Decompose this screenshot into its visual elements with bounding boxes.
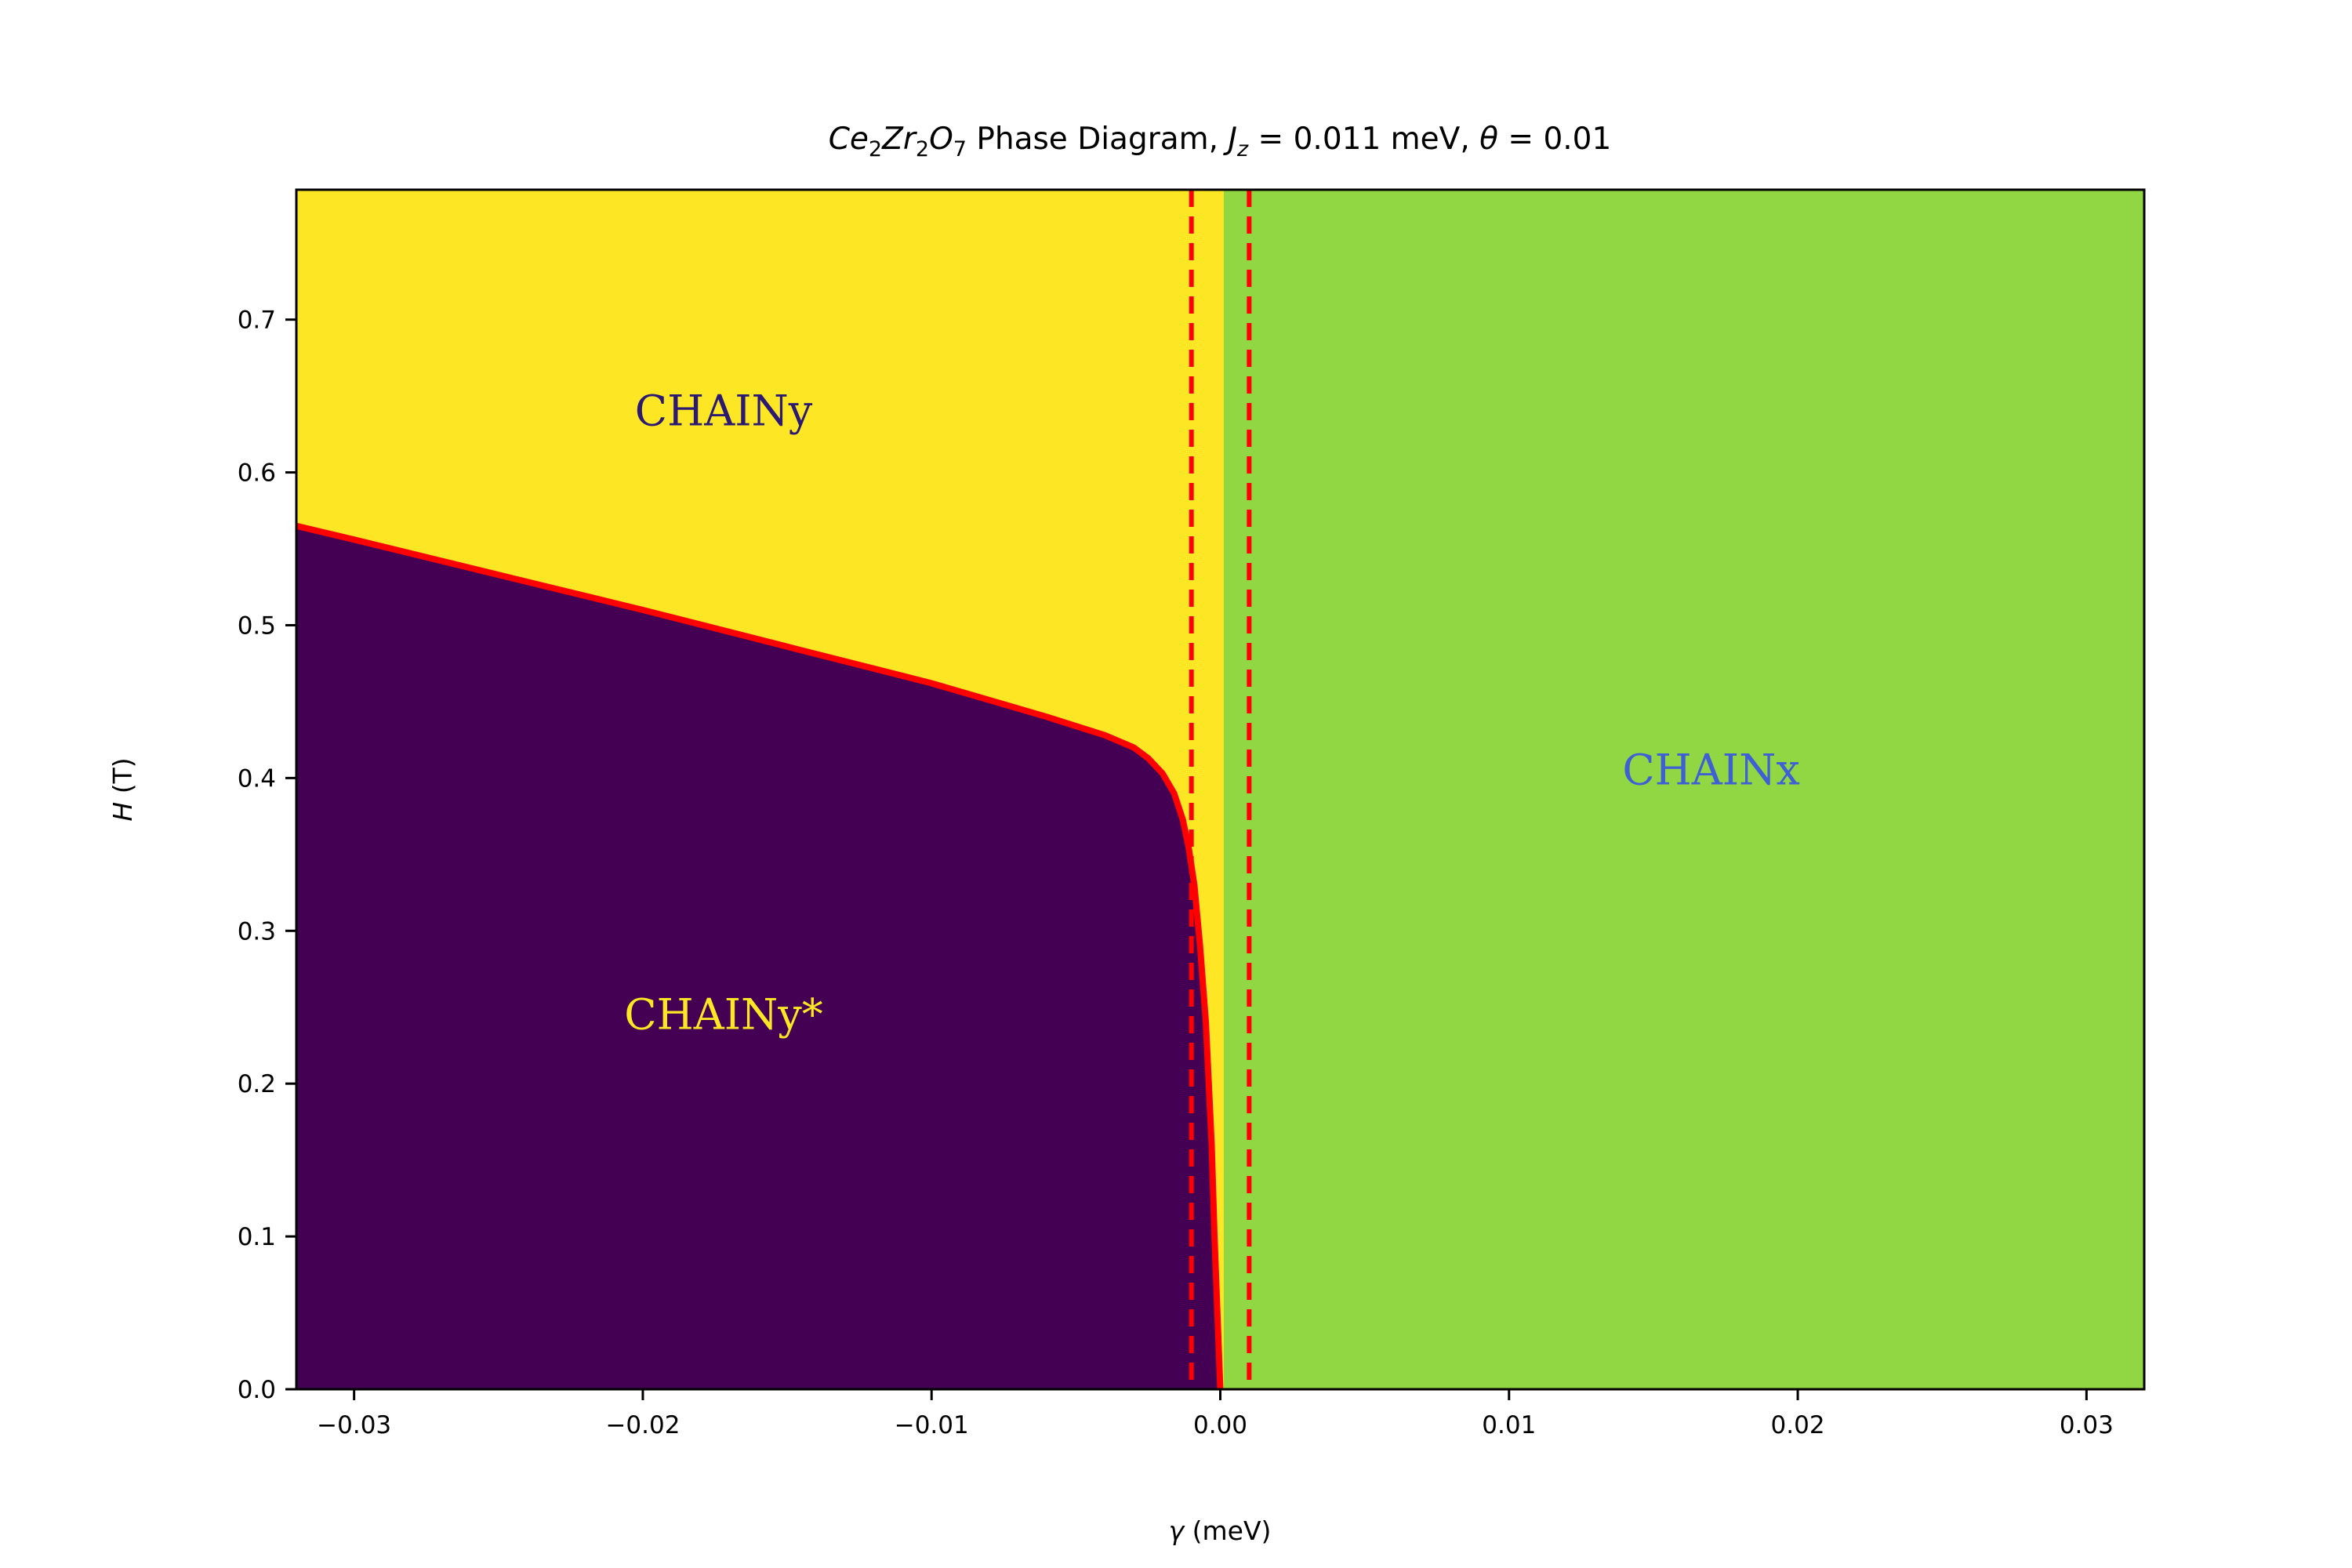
region-label-chainy-star: CHAINy*	[624, 989, 823, 1039]
chart-title: Ce2Zr2O7 Phase Diagram, Jz = 0.011 meV, …	[829, 122, 1612, 162]
x-tick-label: 0.03	[2060, 1411, 2114, 1439]
y-tick-label: 0.0	[238, 1376, 276, 1404]
y-tick-label: 0.4	[238, 764, 276, 793]
y-tick-label: 0.6	[238, 459, 276, 488]
y-axis-label: H (T)	[107, 757, 138, 821]
x-axis-label: γ (meV)	[1169, 1515, 1272, 1546]
y-tick-label: 0.3	[238, 917, 276, 946]
y-axis-ticks: 0.0 0.1 0.2 0.3 0.4 0.5 0.6 0.7	[238, 307, 296, 1404]
x-axis-ticks: −0.03 −0.02 −0.01 0.00 0.01 0.02 0.03	[317, 1389, 2114, 1439]
x-tick-label: 0.02	[1771, 1411, 1825, 1439]
region-chainx	[1223, 190, 2144, 1389]
region-label-chainx: CHAINx	[1622, 746, 1799, 795]
y-tick-label: 0.1	[238, 1223, 276, 1251]
y-tick-label: 0.5	[238, 612, 276, 640]
x-tick-label: 0.00	[1193, 1411, 1247, 1439]
x-tick-label: −0.01	[895, 1411, 969, 1439]
x-tick-label: 0.01	[1482, 1411, 1536, 1439]
phase-boundary-line	[296, 522, 1224, 1389]
y-tick-label: 0.7	[238, 307, 276, 335]
x-tick-label: −0.02	[605, 1411, 680, 1439]
y-tick-label: 0.2	[238, 1070, 276, 1098]
x-tick-label: −0.03	[317, 1411, 391, 1439]
region-label-chainy: CHAINy	[635, 387, 813, 436]
region-chainy-star	[296, 525, 1221, 1389]
